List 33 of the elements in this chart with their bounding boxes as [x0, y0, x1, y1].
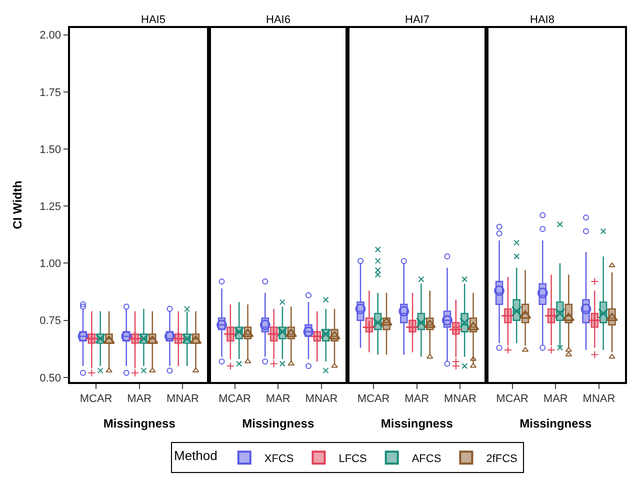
x-tick-label: MCAR [496, 392, 529, 405]
x-tick-label: MCAR [218, 392, 252, 405]
x-tick-label: MAR [266, 392, 290, 405]
y-tick-label: 0.50 [40, 372, 62, 384]
legend-label: 2fFCS [486, 452, 518, 465]
x-tick-label: MAR [404, 392, 430, 405]
y-tick-label: 1.00 [40, 258, 62, 270]
x-axis-title: Missingness [242, 416, 314, 430]
x-axis-title: Missingness [520, 416, 592, 430]
x-tick-label: MNAR [582, 392, 616, 405]
chart-title: HAI6 [266, 14, 290, 26]
y-tick-label: 1.50 [40, 144, 62, 156]
legend-label: AFCS [412, 452, 442, 465]
legend-title: Method [174, 448, 218, 464]
x-axis-title: Missingness [103, 416, 176, 430]
y-tick-label: 2.00 [40, 30, 62, 42]
y-tick-label: 0.75 [40, 315, 62, 328]
x-tick-label: MCAR [357, 392, 390, 405]
x-tick-label: MNAR [305, 392, 338, 405]
chart-title: HAI7 [405, 14, 430, 26]
y-tick-label: 1.75 [40, 86, 62, 99]
chart-title: HAI8 [530, 14, 554, 26]
legend-label: LFCS [338, 452, 367, 465]
x-tick-label: MNAR [444, 392, 476, 405]
x-tick-label: MAR [127, 392, 152, 405]
legend-label: XFCS [264, 452, 294, 465]
y-tick-label: 1.25 [40, 200, 62, 213]
chart-title: HAI5 [141, 14, 166, 26]
y-axis-title: CI Width [10, 180, 24, 230]
x-tick-label: MNAR [166, 392, 199, 405]
x-axis-title: Missingness [380, 416, 454, 430]
x-tick-label: MCAR [80, 392, 112, 405]
x-tick-label: MAR [543, 392, 568, 405]
